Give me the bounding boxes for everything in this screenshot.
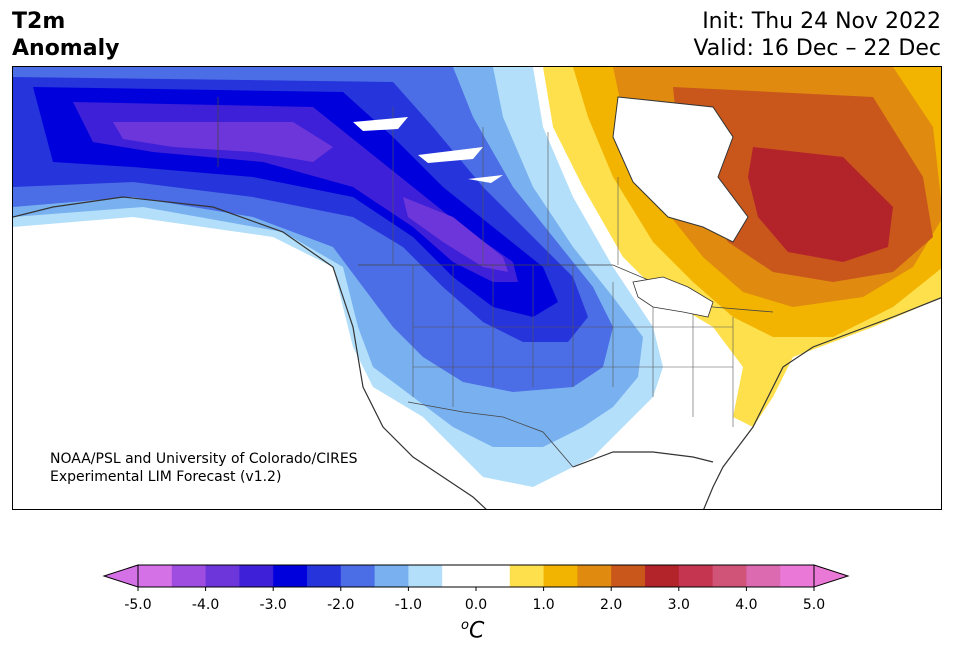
colorbar-segment [273,565,308,587]
colorbar-tick-label: -5.0 [124,597,152,613]
map-canvas [13,67,941,509]
colorbar-over-arrow [813,564,850,588]
us-mexico-border [407,401,574,468]
colorbar-segment [374,565,409,587]
variable-title: T2m [12,9,66,34]
colorbar-segment [138,565,173,587]
colorbar-segment [171,565,207,587]
colorbar-segment [712,565,747,587]
colorbar-tick-label: -4.0 [191,597,220,613]
great-lakes [632,276,714,318]
northern-lakes [353,117,503,183]
anomaly-subtitle: Anomaly [12,36,120,61]
credit-line-1: NOAA/PSL and University of Colorado/CIRE… [50,451,358,467]
valid-date: Valid: 16 Dec – 22 Dec [693,36,941,61]
cold-anomaly-3.5b [403,197,508,272]
colorbar-unit: oC [461,618,485,644]
colorbar-tick-label: -1.0 [394,597,423,613]
hudson-bay [612,96,749,243]
colorbar-segment [746,565,781,587]
colorbar-segment [611,565,646,587]
colorbar-segment [543,565,578,587]
colorbar-segment [307,565,342,587]
colorbar-ticks [137,587,815,591]
colorbar-segment [408,565,443,587]
warm-anomaly-3.0 [748,147,893,262]
colorbar-segment [780,565,815,587]
colorbar-segment [678,565,714,587]
colorbar-tick-label: 2.0 [600,597,623,613]
init-date: Init: Thu 24 Nov 2022 [702,9,941,34]
title-right: Init: Thu 24 Nov 2022 Valid: 16 Dec – 22… [693,8,941,62]
colorbar-segment [239,565,274,587]
cold-anomaly-3.5 [113,122,333,162]
credit-text: NOAA/PSL and University of Colorado/CIRE… [50,450,358,486]
colorbar-segment [340,565,376,587]
colorbar-segment [645,565,680,587]
state-lines [412,265,734,427]
colorbar-segment [205,565,240,587]
colorbar-tick-label: 3.0 [667,597,690,613]
credit-line-2: Experimental LIM Forecast (v1.2) [50,469,282,485]
colorbar-segment [509,565,545,587]
colorbar-tick-label: -2.0 [327,597,355,613]
gulf-coast [572,451,714,468]
colorbar-segment [577,565,612,587]
colorbar-tick-label: -3.0 [259,597,287,613]
colorbar-tick-label: 0.0 [464,597,488,613]
colorbar-tick-label: 5.0 [802,597,826,613]
province-lines [392,107,619,265]
colorbar-tick-label: 1.0 [532,597,555,613]
anomaly-map: NOAA/PSL and University of Colorado/CIRE… [12,66,942,510]
colorbar-segments [138,565,815,587]
colorbar-tick-label: 4.0 [735,597,758,613]
title-left: T2m Anomaly [12,8,119,62]
colorbar-under-arrow [102,564,139,588]
coastline-east [703,297,941,509]
coastline-west [13,196,487,509]
colorbar-segment [442,565,511,587]
